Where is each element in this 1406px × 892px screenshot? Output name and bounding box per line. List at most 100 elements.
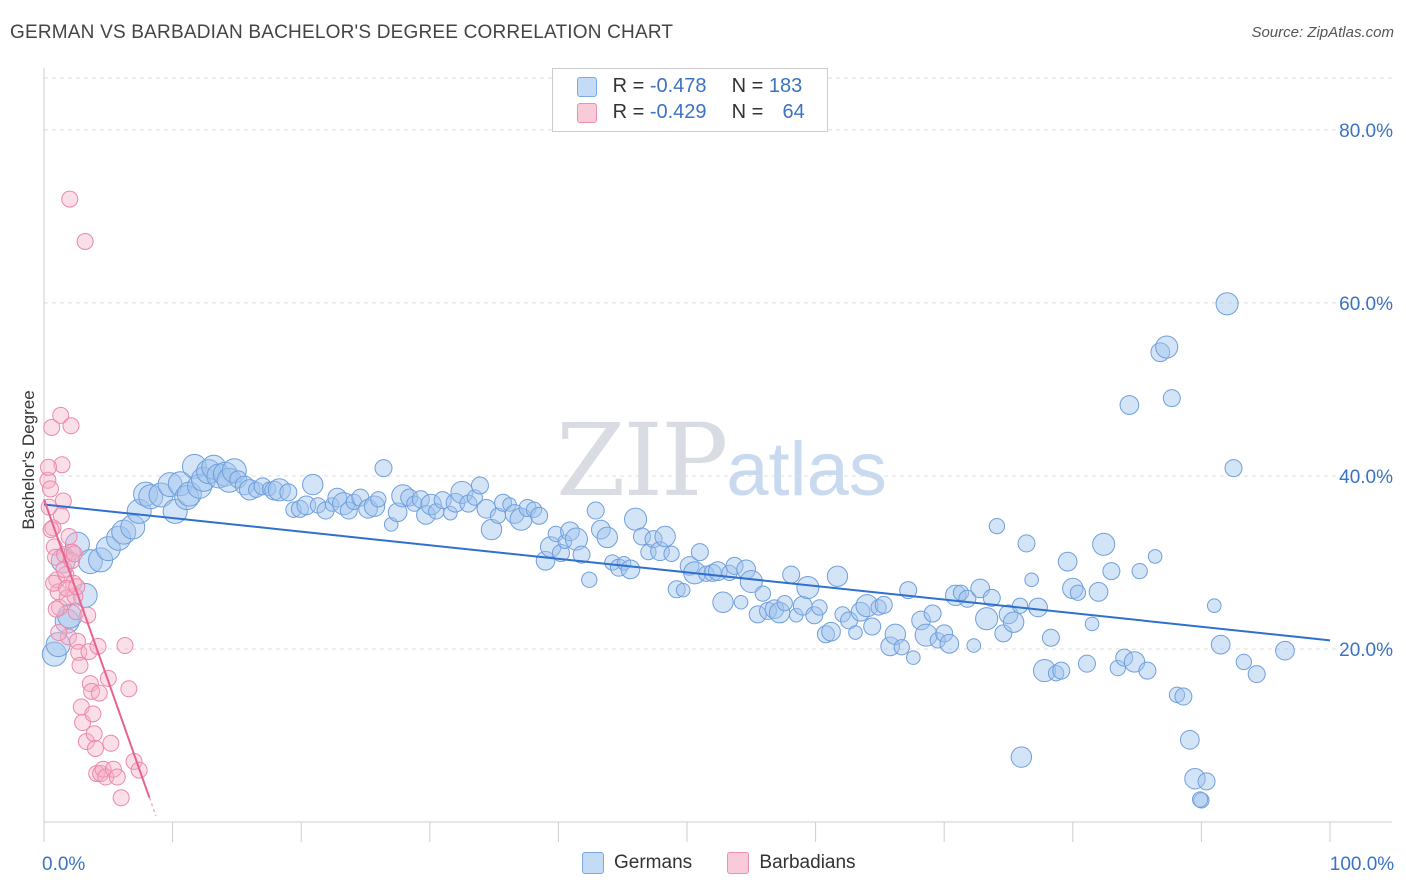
legend-swatch-barbadians: [577, 102, 597, 123]
germans-point: [1210, 634, 1231, 655]
legend-n-value: 183: [768, 75, 803, 97]
barbadians-point: [52, 507, 70, 525]
germans-point: [239, 479, 261, 501]
barbadians-point: [61, 190, 79, 208]
germans-point: [248, 481, 265, 498]
germans-point: [624, 507, 648, 531]
germans-point: [1179, 729, 1200, 750]
barbadians-point: [86, 739, 104, 757]
germans-point: [1224, 459, 1243, 478]
germans-point: [1024, 572, 1039, 588]
barbadians-point: [76, 233, 94, 251]
germans-point: [229, 470, 248, 489]
germans-point: [1147, 549, 1163, 564]
germans-point: [509, 507, 533, 531]
germans-point: [870, 599, 887, 616]
germans-point: [874, 595, 893, 614]
barbadians-point: [85, 725, 103, 743]
germans-point: [1088, 582, 1109, 602]
barbadians-point: [50, 624, 68, 642]
germans-point: [982, 588, 1001, 607]
germans-point: [290, 499, 309, 518]
germans-point: [1069, 584, 1087, 601]
legend-item-germans[interactable]: Germans: [582, 852, 692, 874]
germans-point: [1084, 616, 1100, 632]
y-tick-label: 60.0%: [1339, 294, 1393, 315]
germans-point: [138, 484, 164, 510]
y-tick-label: 80.0%: [1339, 121, 1393, 142]
barbadians-point: [54, 492, 72, 510]
germans-point: [1010, 746, 1033, 768]
germans-points: [41, 292, 1295, 809]
germans-point: [1162, 389, 1181, 408]
barbadians-point: [71, 656, 89, 674]
germans-point: [1102, 562, 1121, 581]
germans-point: [187, 473, 213, 499]
barbadians-label: Barbadians: [759, 852, 856, 874]
germans-point: [416, 505, 436, 525]
germans-point: [863, 617, 882, 636]
germans-point: [296, 495, 317, 516]
y-tick-label: 20.0%: [1339, 640, 1393, 661]
barbadians-point: [59, 628, 77, 646]
legend-n-label: N =: [731, 75, 764, 97]
germans-point: [1092, 532, 1116, 556]
germans-point: [733, 594, 749, 610]
germans-point: [988, 517, 1006, 535]
germans-point: [776, 594, 793, 612]
germans-point: [1002, 611, 1025, 633]
germans-point: [374, 459, 393, 478]
legend-item-barbadians[interactable]: Barbadians: [727, 852, 856, 874]
barbadians-point: [102, 734, 120, 752]
watermark-atlas: atlas: [726, 427, 887, 512]
germans-point: [848, 625, 863, 640]
germans-point: [1215, 292, 1239, 316]
germans-point: [1119, 395, 1140, 415]
germans-point: [420, 493, 442, 516]
germans-point: [663, 545, 680, 562]
germans-point: [893, 639, 910, 656]
germans-point: [1191, 791, 1209, 808]
germans-point: [805, 606, 824, 625]
germans-point: [1052, 661, 1071, 680]
chart-title: GERMAN VS BARBADIAN BACHELOR'S DEGREE CO…: [10, 22, 674, 43]
legend-row-barbadians: R = -0.429 N = 64: [577, 101, 805, 127]
barbadians-trend-line: [43, 498, 151, 799]
germans-swatch: [582, 852, 604, 874]
germans-point: [1041, 628, 1060, 647]
germans-point: [632, 527, 651, 546]
germans-point: [690, 543, 709, 562]
series-legend: Germans Barbadians: [582, 852, 886, 874]
germans-point: [739, 569, 763, 594]
germans-point: [572, 545, 591, 564]
germans-point: [1047, 665, 1065, 682]
germans-point: [302, 473, 324, 496]
germans-point: [530, 506, 549, 525]
germans-point: [1109, 659, 1126, 677]
barbadians-point: [45, 574, 63, 592]
germans-point: [1017, 534, 1036, 553]
germans-point: [1011, 597, 1029, 614]
germans-point: [387, 502, 408, 523]
germans-point: [95, 536, 121, 562]
barbadians-point: [116, 637, 134, 655]
germans-point: [923, 604, 942, 623]
germans-trend-line: [43, 503, 1331, 642]
barbadians-point: [47, 600, 65, 618]
barbadians-point: [53, 456, 71, 474]
germans-point: [557, 534, 573, 550]
germans-point: [935, 624, 954, 643]
barbadians-points: [39, 190, 148, 807]
germans-point: [796, 576, 820, 600]
germans-point: [339, 501, 358, 520]
germans-point: [1247, 665, 1266, 684]
germans-point: [1206, 598, 1222, 614]
germans-point: [939, 633, 960, 654]
germans-point: [911, 610, 931, 631]
barbadians-point: [112, 789, 130, 807]
germans-point: [654, 525, 676, 548]
germans-point: [470, 476, 489, 495]
germans-point: [811, 599, 828, 616]
legend-n-value: 64: [782, 101, 805, 123]
